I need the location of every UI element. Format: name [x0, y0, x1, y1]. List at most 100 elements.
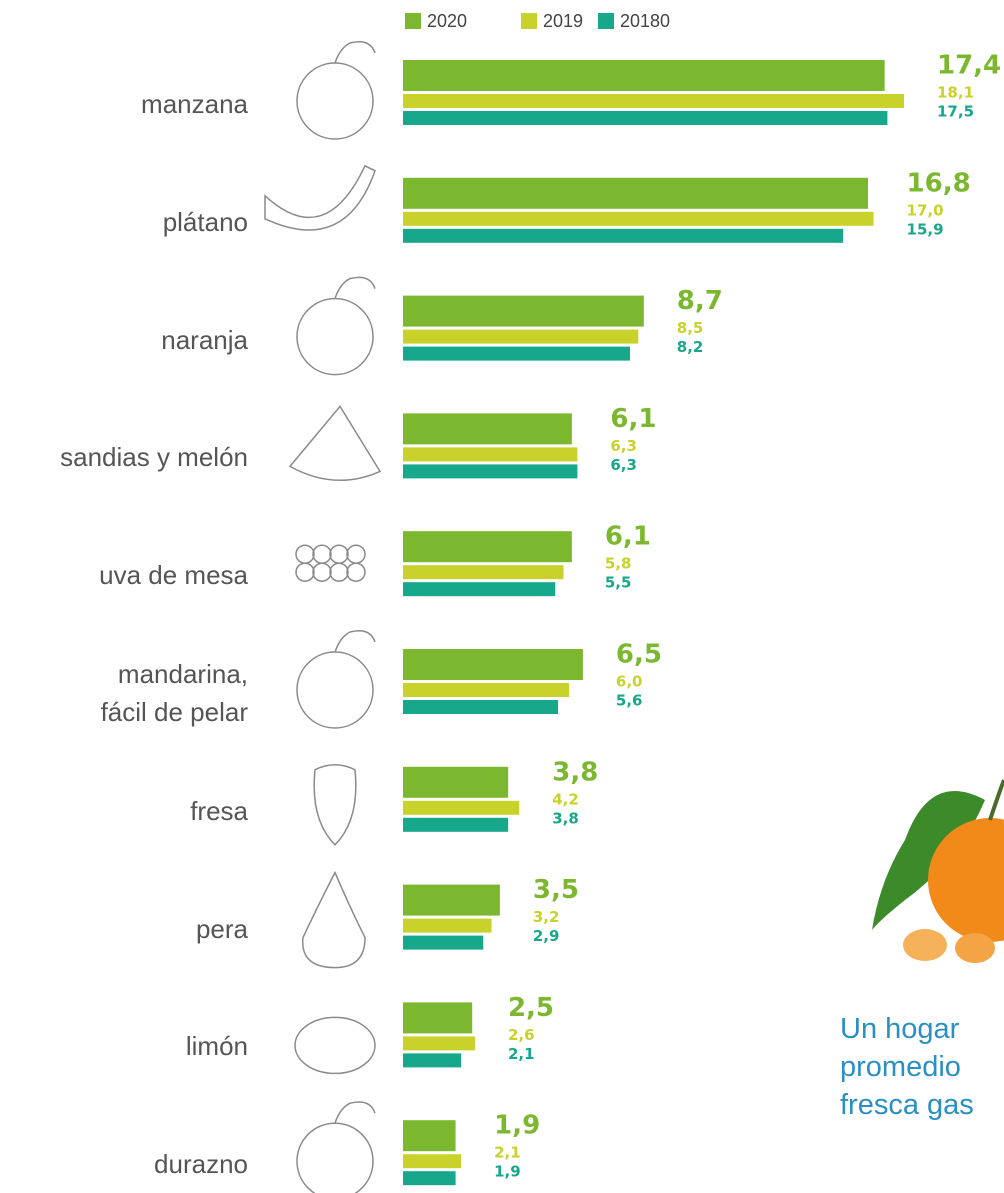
category-label: limón [186, 1027, 248, 1065]
fruit-icon [296, 545, 365, 581]
bar [403, 347, 630, 361]
bar [403, 229, 843, 243]
legend-label: 2020 [427, 11, 467, 31]
fruit-icon [265, 166, 375, 230]
fruit-icon [297, 631, 375, 728]
icon-stroke [330, 563, 348, 581]
bar [403, 178, 868, 209]
value-label: 6,5 [616, 640, 662, 670]
bar [403, 1053, 461, 1067]
icon-stroke [347, 545, 365, 563]
icon-stroke [265, 166, 375, 230]
value-label: 8,5 [677, 319, 704, 337]
fruit-icon [297, 1102, 375, 1193]
bar [403, 464, 577, 478]
legend-swatch [598, 13, 614, 29]
fruit-icon [297, 42, 375, 139]
value-label: 17,4 [937, 51, 1001, 81]
icon-stroke [313, 563, 331, 581]
value-label: 17,0 [907, 201, 944, 219]
bar [403, 296, 644, 327]
icon-stroke [290, 406, 380, 480]
category-label: fresa [190, 792, 248, 830]
value-label: 6,1 [605, 522, 651, 552]
legend-label: 2019 [543, 11, 583, 31]
icon-stroke [297, 1123, 373, 1193]
bar [403, 582, 555, 596]
value-label: 6,0 [616, 673, 643, 691]
bar [403, 111, 887, 125]
bar [403, 330, 638, 344]
value-label: 5,8 [605, 555, 632, 573]
icon-stroke [335, 42, 375, 63]
icon-stroke [335, 1102, 375, 1123]
fruit-icon [297, 277, 375, 374]
icon-stroke [297, 299, 373, 375]
value-label: 3,8 [552, 757, 598, 787]
category-label: sandias y melón [60, 438, 248, 476]
fruit-icon [303, 873, 365, 968]
bar [403, 212, 874, 226]
value-label: 3,8 [552, 809, 579, 827]
category-label: mandarina, fácil de pelar [101, 655, 248, 731]
icon-stroke [335, 631, 375, 652]
legend-swatch [405, 13, 421, 29]
category-label: manzana [141, 85, 248, 123]
bar [403, 1154, 461, 1168]
category-label: durazno [154, 1145, 248, 1183]
icon-stroke [347, 563, 365, 581]
value-label: 8,7 [677, 286, 723, 316]
icon-stroke [297, 652, 373, 728]
category-label: pera [196, 910, 248, 948]
bar [403, 919, 492, 933]
legend-label: 20180 [620, 11, 670, 31]
fruit-icon [314, 765, 356, 845]
bar [403, 700, 558, 714]
bar [403, 767, 508, 798]
bar [403, 649, 583, 680]
bar [403, 531, 572, 562]
value-label: 2,5 [508, 993, 554, 1023]
bar [403, 1171, 456, 1185]
bar [403, 1002, 472, 1033]
bar [403, 1120, 456, 1151]
icon-stroke [330, 545, 348, 563]
value-label: 6,3 [610, 456, 637, 474]
value-label: 16,8 [907, 168, 971, 198]
bar [403, 1036, 475, 1050]
icon-stroke [296, 545, 314, 563]
icon-stroke [303, 873, 365, 968]
icon-stroke [313, 545, 331, 563]
category-label: plátano [163, 203, 248, 241]
value-label: 5,5 [605, 574, 632, 592]
bar [403, 94, 904, 108]
value-label: 5,6 [616, 692, 643, 710]
category-label: uva de mesa [99, 556, 248, 594]
value-label: 17,5 [937, 103, 974, 121]
value-label: 1,9 [494, 1163, 521, 1181]
value-label: 18,1 [937, 84, 974, 102]
value-label: 2,9 [533, 927, 560, 945]
bar [403, 818, 508, 832]
icon-stroke [296, 563, 314, 581]
value-label: 2,6 [508, 1026, 535, 1044]
bar [403, 683, 569, 697]
bar [403, 60, 885, 91]
value-label: 15,9 [907, 220, 944, 238]
value-label: 2,1 [508, 1045, 535, 1063]
photo [872, 780, 1004, 963]
value-label: 3,5 [533, 875, 579, 905]
bar [403, 413, 572, 444]
bar [403, 447, 577, 461]
annotation: Un hogar promedio fresca gas [840, 1010, 974, 1124]
value-label: 8,2 [677, 338, 704, 356]
fruit-icon [290, 406, 380, 480]
fruit-icon [295, 1017, 375, 1073]
bar [403, 936, 483, 950]
category-label: naranja [161, 321, 248, 359]
icon-stroke [295, 1017, 375, 1073]
bar [403, 801, 519, 815]
value-label: 6,3 [610, 437, 637, 455]
value-label: 3,2 [533, 908, 560, 926]
legend-swatch [521, 13, 537, 29]
